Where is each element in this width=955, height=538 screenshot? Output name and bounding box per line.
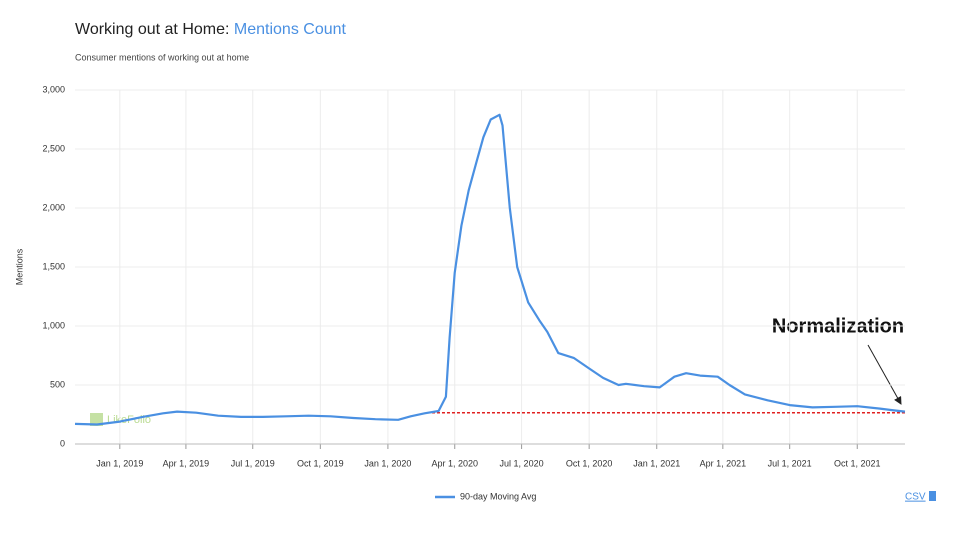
y-tick-label: 2,000 <box>42 202 65 212</box>
x-tick-label: Jul 1, 2020 <box>500 458 544 468</box>
data-line <box>74 113 906 426</box>
y-tick-label: 1,000 <box>42 320 65 330</box>
x-tick-label: Oct 1, 2020 <box>566 458 613 468</box>
y-tick-label: 2,500 <box>42 143 65 153</box>
title-highlight: Mentions Count <box>234 21 347 38</box>
x-tick-label: Jul 1, 2019 <box>231 458 275 468</box>
y-tick-label: 0 <box>60 438 65 448</box>
x-tick-label: Oct 1, 2019 <box>297 458 344 468</box>
x-tick-label: Oct 1, 2021 <box>834 458 881 468</box>
x-tick-label: Apr 1, 2019 <box>163 458 210 468</box>
y-tick-label: 1,500 <box>42 261 65 271</box>
watermark-icon <box>90 413 103 426</box>
x-tick-label: Jan 1, 2020 <box>364 458 411 468</box>
title-main: Working out at Home: <box>75 21 229 38</box>
legend: 90-day Moving Avg <box>435 491 536 501</box>
x-tick-label: Apr 1, 2021 <box>700 458 747 468</box>
x-tick-label: Jan 1, 2021 <box>633 458 680 468</box>
x-tick-label: Jan 1, 2019 <box>96 458 143 468</box>
y-tick-label: 500 <box>50 379 65 389</box>
csv-icon[interactable] <box>929 491 936 501</box>
legend-label: 90-day Moving Avg <box>460 491 536 501</box>
annotation-arrow <box>867 344 902 405</box>
chart-title: Working out at Home: Mentions Count <box>75 21 347 38</box>
subtitle: Consumer mentions of working out at home <box>75 52 249 62</box>
x-tick-label: Apr 1, 2020 <box>431 458 478 468</box>
csv-link[interactable]: CSV <box>905 492 926 503</box>
x-tick-label: Jul 1, 2021 <box>768 458 812 468</box>
y-axis-label: Mentions <box>14 248 24 285</box>
y-tick-label: 3,000 <box>42 84 65 94</box>
